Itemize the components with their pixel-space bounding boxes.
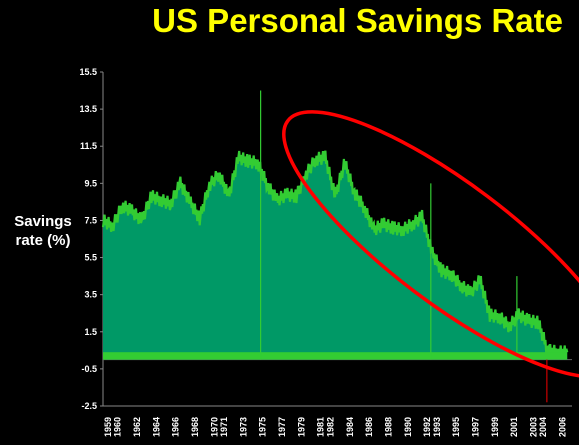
- x-tick-label: 1971: [219, 417, 229, 437]
- y-tick-label: 1.5: [84, 327, 97, 337]
- series-area: [103, 150, 568, 360]
- y-tick-label: 11.5: [80, 141, 97, 151]
- x-tick-label: 2004: [538, 417, 548, 437]
- x-tick-label: 1959: [103, 417, 113, 437]
- x-tick-label: 1984: [345, 417, 355, 437]
- x-tick-label: 1986: [364, 417, 374, 437]
- x-tick-label: 1975: [258, 417, 268, 437]
- x-tick-label: 1966: [171, 417, 181, 437]
- series-baseline-strip: [103, 352, 568, 360]
- trend-highlight-ellipse: [282, 110, 579, 379]
- x-tick-label: 1988: [383, 417, 393, 437]
- y-tick-label: 9.5: [84, 178, 97, 188]
- x-tick-label: 1990: [403, 417, 413, 437]
- y-tick-label: -0.5: [81, 364, 97, 374]
- x-tick-label: 1977: [277, 417, 287, 437]
- y-axis-label-line-2: rate (%): [15, 232, 71, 249]
- x-tick-label: 1997: [470, 417, 480, 437]
- y-tick-label: 15.5: [79, 67, 97, 77]
- x-tick-label: 1968: [190, 417, 200, 437]
- x-tick-label: 1964: [151, 417, 161, 437]
- x-tick-label: 1979: [296, 417, 306, 437]
- x-tick-label: 1960: [113, 417, 123, 437]
- series-edge: [101, 150, 569, 360]
- x-tick-label: 1982: [325, 417, 335, 437]
- y-tick-label: 3.5: [84, 290, 97, 300]
- x-tick-label: 1992: [422, 417, 432, 437]
- chart-title: US Personal Savings Rate: [152, 2, 563, 39]
- y-tick-label: 7.5: [84, 215, 97, 225]
- x-tick-label: 2001: [509, 417, 519, 437]
- x-tick-label: 1999: [490, 417, 500, 437]
- x-tick-label: 1973: [238, 417, 248, 437]
- y-tick-label: 13.5: [79, 104, 97, 114]
- x-tick-label: 1995: [451, 417, 461, 437]
- y-axis-label: Savings rate (%): [4, 212, 82, 250]
- x-tick-label: 1993: [432, 417, 442, 437]
- y-tick-label: -2.5: [81, 401, 97, 411]
- x-tick-label: 1962: [132, 417, 142, 437]
- x-tick-label: 1970: [209, 417, 219, 437]
- y-tick-label: 5.5: [84, 253, 97, 263]
- y-axis-label-line-1: Savings: [14, 213, 72, 230]
- x-tick-label: 2003: [528, 417, 538, 437]
- x-tick-label: 2006: [557, 417, 567, 437]
- x-tick-label: 1981: [316, 417, 326, 437]
